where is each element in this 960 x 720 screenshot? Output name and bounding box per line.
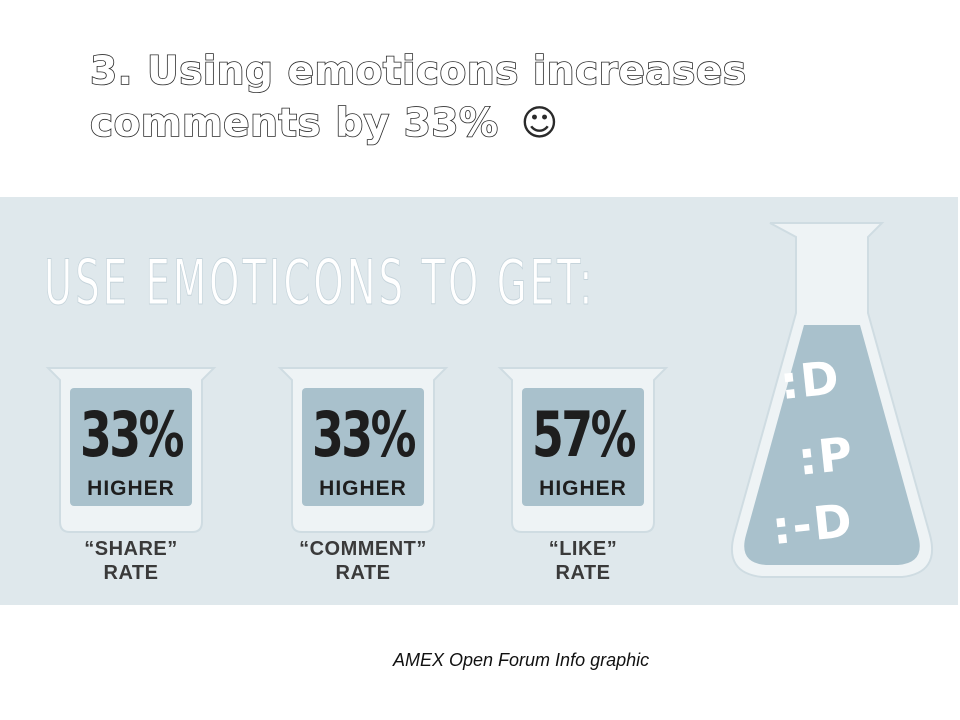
comment-rate-higher: HIGHER (319, 477, 407, 500)
slide-title: 3. Using emoticons increases comments by… (89, 46, 790, 150)
image-caption: AMEX Open Forum Info graphic (393, 650, 650, 670)
beaker-icon (45, 367, 217, 533)
slide-title-line-1: 3. Using emoticons increases (89, 48, 747, 95)
smiley-icon: ☺ (520, 103, 559, 144)
flask-icon (730, 222, 934, 578)
comment-rate-beaker: 33% HIGHER “COMMENT” RATE (274, 364, 452, 584)
share-rate-label: “SHARE” RATE (22, 537, 240, 585)
share-rate-higher: HIGHER (87, 477, 175, 500)
like-rate-value: 57% (531, 398, 637, 471)
share-rate-label-line-1: “SHARE” (84, 538, 178, 560)
comment-rate-value: 33% (311, 398, 417, 471)
like-rate-beaker: 57% HIGHER “LIKE” RATE (494, 364, 672, 584)
like-rate-label-line-1: “LIKE” (548, 538, 618, 560)
beaker-icon (277, 367, 449, 533)
beaker-icon (497, 367, 669, 533)
emoticon-infographic: USE EMOTICONS TO GET: 33% HIGHER “SHARE”… (0, 197, 958, 605)
comment-rate-label-line-2: RATE (335, 562, 391, 584)
share-rate-beaker: 33% HIGHER “SHARE” RATE (42, 364, 220, 584)
comment-rate-label-line-1: “COMMENT” (299, 538, 427, 560)
flask-emoticon-tongue: :P (795, 426, 857, 486)
like-rate-label: “LIKE” RATE (474, 537, 692, 585)
flask-emoticon-laugh: :D (777, 349, 844, 411)
share-rate-label-line-2: RATE (103, 562, 159, 584)
like-rate-higher: HIGHER (539, 477, 627, 500)
flask-illustration: :D :P :-D (718, 217, 946, 587)
like-rate-label-line-2: RATE (555, 562, 611, 584)
flask-emoticon-grin: :-D (769, 492, 857, 556)
infographic-headline: USE EMOTICONS TO GET: (44, 246, 596, 319)
share-rate-value: 33% (79, 398, 185, 471)
slide-title-line-2-text: comments by 33% (89, 100, 499, 147)
slide-title-line-2: comments by 33% ☺ (89, 98, 790, 150)
comment-rate-label: “COMMENT” RATE (254, 537, 472, 585)
